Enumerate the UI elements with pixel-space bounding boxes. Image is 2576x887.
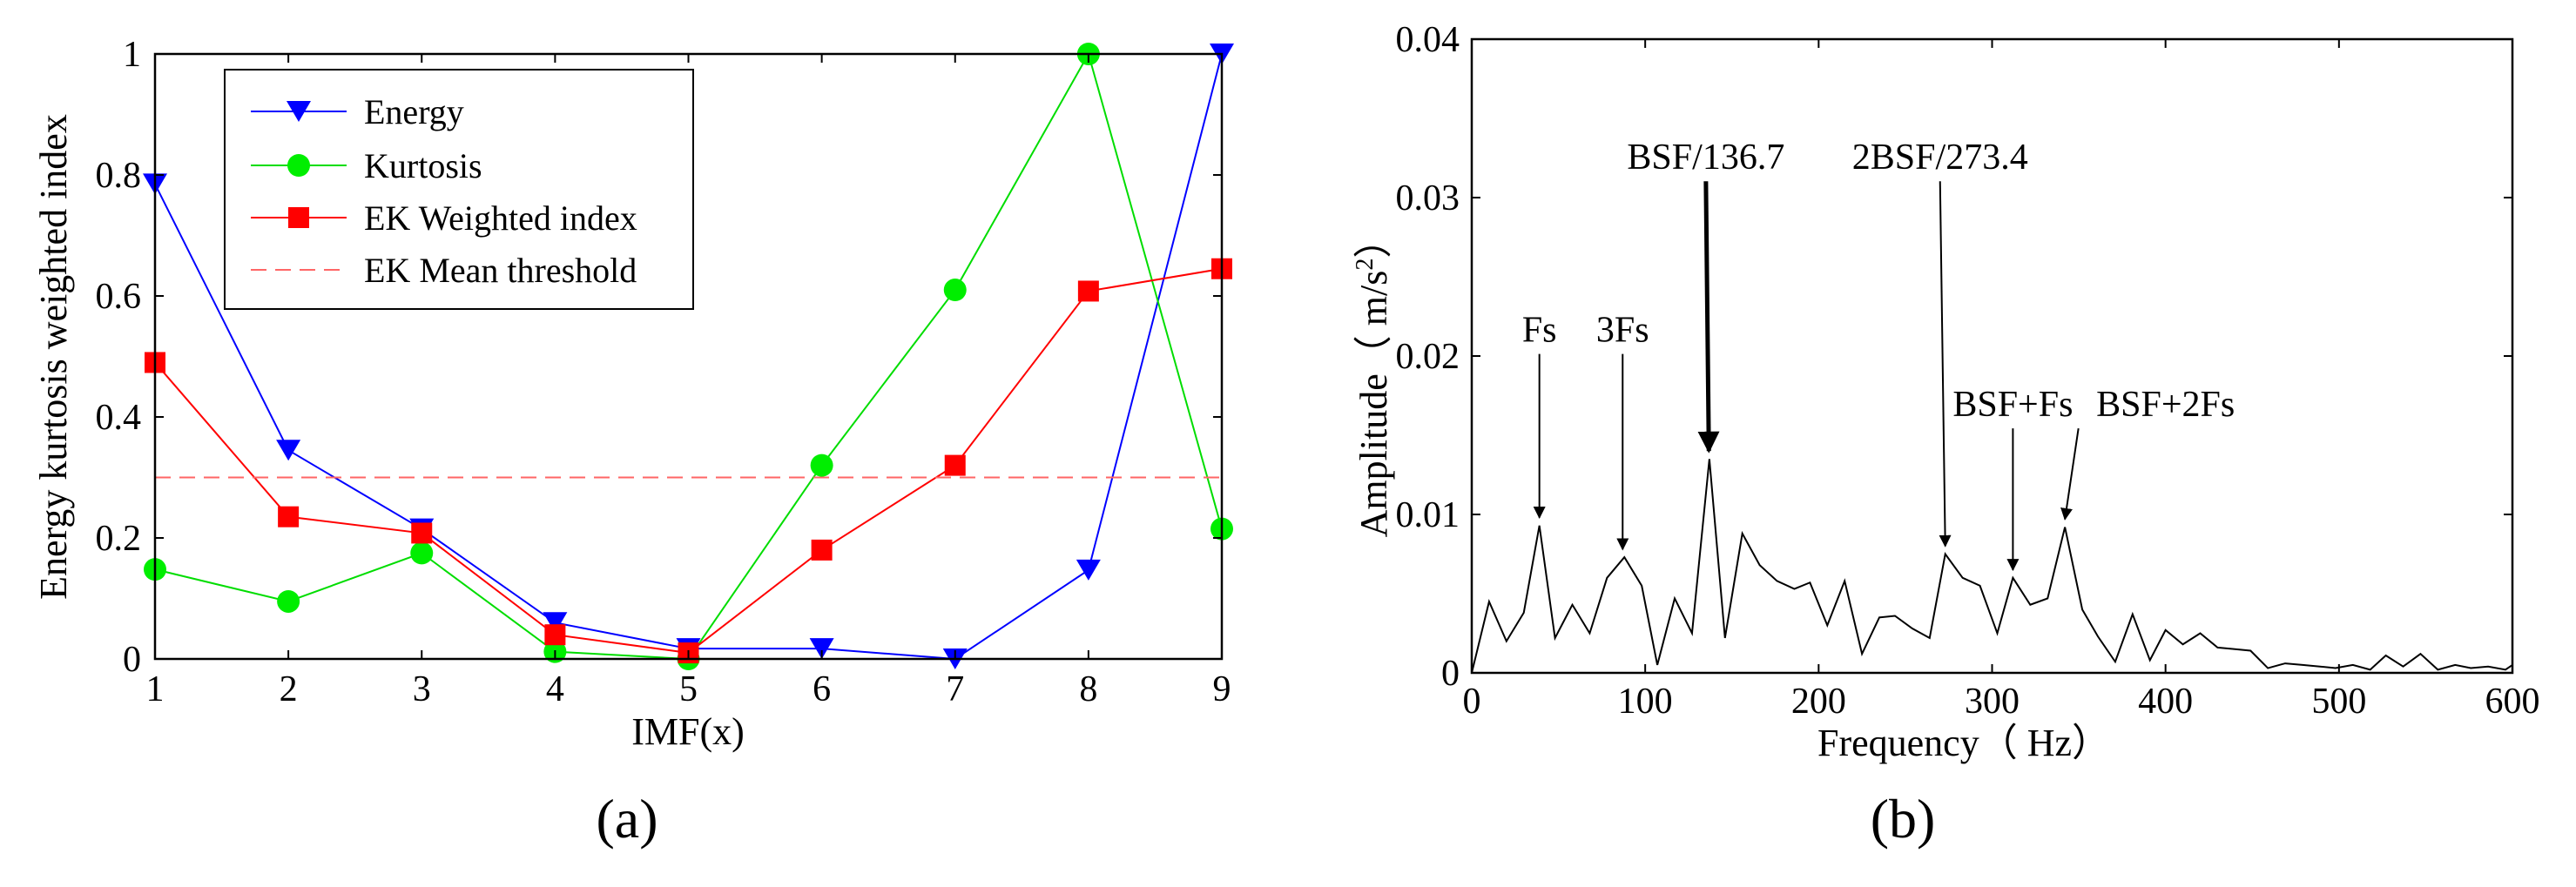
x-tick-label: 7 xyxy=(946,669,964,709)
y-tick-label: 0 xyxy=(1441,654,1460,694)
data-point-kurtosis xyxy=(277,589,300,613)
data-point-kurtosis xyxy=(810,454,833,477)
spectrum-line xyxy=(1471,459,2513,674)
panel-a-label: (a) xyxy=(596,788,657,850)
annotation-2bsf-273-4-label: 2BSF/273.4 xyxy=(1852,138,2028,178)
y-tick-label: 0 xyxy=(123,640,141,680)
x-tick-label: 0 xyxy=(1463,682,1481,722)
legend-label-energy: Energy xyxy=(364,92,464,131)
x-tick-label: 100 xyxy=(1618,682,1673,722)
y-tick-label: 0.03 xyxy=(1396,178,1460,218)
panel-b-series-lines xyxy=(1471,459,2513,674)
panel-a-y-axis-label: Energy kurtosis weighted index xyxy=(32,114,75,600)
annotation-fs-label: Fs xyxy=(1522,311,1557,351)
y-tick-label: 0.8 xyxy=(96,156,142,196)
data-point-ek-weighted-index xyxy=(811,539,833,561)
annotation-bsf-136-7-label: BSF/136.7 xyxy=(1627,138,1784,178)
data-point-kurtosis xyxy=(410,541,434,565)
legend-label-ek-weighted-index: EK Weighted index xyxy=(364,198,637,238)
panel-b-annotations: Fs 3Fs BSF/136.7 2BSF/273.4 BSF+Fs BSF+2Fs xyxy=(1522,138,2235,572)
y-tick-label: 0.4 xyxy=(96,398,142,438)
legend-marker-ek-weighted-index xyxy=(288,207,309,228)
x-tick-label: 8 xyxy=(1079,669,1097,709)
panel-b-y-axis-label: Amplitude（ m/s2） xyxy=(1352,220,1395,538)
series-line-ek-weighted-index xyxy=(154,267,1223,655)
legend-marker-energy xyxy=(287,101,311,122)
x-tick-label: 4 xyxy=(546,669,564,709)
y-tick-label: 1 xyxy=(123,35,141,75)
panel-b-label: (b) xyxy=(1871,788,1936,850)
x-tick-label: 1 xyxy=(146,669,165,709)
x-tick-label: 500 xyxy=(2311,682,2366,722)
panel-b-ticks: 0 100 200 300 400 500 600 0 0.01 0.02 0.03 0.04 xyxy=(1396,20,2540,722)
data-point-ek-weighted-index xyxy=(944,454,966,476)
legend-item-ek-weighted-index: EK Weighted index xyxy=(251,198,637,238)
data-point-ek-weighted-index xyxy=(544,624,566,646)
panel-a-ticks: 1 2 3 4 5 6 7 8 9 0 0.2 0.4 0.6 0.8 1 xyxy=(96,35,1231,709)
y-tick-label: 0.04 xyxy=(1396,20,1460,60)
legend-label-kurtosis: Kurtosis xyxy=(364,146,482,185)
y-tick-label: 0.02 xyxy=(1396,337,1460,377)
data-point-ek-weighted-index xyxy=(278,506,300,527)
panel-b-axes-box xyxy=(1470,37,2514,675)
data-point-energy xyxy=(809,638,834,660)
data-point-ek-weighted-index xyxy=(411,522,433,544)
legend-item-energy: Energy xyxy=(251,92,464,131)
y-label-closing: ） xyxy=(1352,220,1395,259)
x-tick-label: 9 xyxy=(1213,669,1231,709)
data-point-kurtosis xyxy=(943,279,967,302)
x-tick-label: 5 xyxy=(679,669,698,709)
annotation-bsf-2fs-arrow xyxy=(2060,428,2080,521)
legend-item-ek-mean-threshold: EK Mean threshold xyxy=(251,251,637,290)
legend-marker-kurtosis xyxy=(287,154,310,177)
annotation-2bsf-273-4-arrow xyxy=(1939,181,1952,548)
legend-item-kurtosis: Kurtosis xyxy=(251,146,482,185)
y-tick-label: 0.6 xyxy=(96,277,142,317)
annotation-bsf-fs-label: BSF+Fs xyxy=(1952,385,2073,425)
data-point-energy xyxy=(1076,559,1101,581)
chart-panel-a: 1 2 3 4 5 6 7 8 9 0 0.2 0.4 0.6 0.8 1 Energy Kurtosis … xyxy=(32,35,1234,850)
data-point-energy xyxy=(543,612,568,634)
legend-label-ek-mean-threshold: EK Mean threshold xyxy=(364,251,637,290)
panel-a-x-axis-label: IMF(x) xyxy=(631,710,745,753)
annotation-bsf-136-7-arrow xyxy=(1697,181,1720,454)
annotation-bsf-2fs-label: BSF+2Fs xyxy=(2096,385,2235,425)
x-tick-label: 3 xyxy=(413,669,431,709)
data-point-ek-weighted-index xyxy=(1077,280,1099,302)
y-tick-label: 0.2 xyxy=(96,519,142,559)
data-point-energy xyxy=(276,440,301,461)
y-label-superscript: 2 xyxy=(1352,259,1379,271)
x-tick-label: 2 xyxy=(280,669,298,709)
x-tick-label: 400 xyxy=(2138,682,2193,722)
chart-panel-b: 0 100 200 300 400 500 600 0 0.01 0.02 0.03 0.04 Fs 3… xyxy=(1352,20,2540,850)
panel-a-legend: Energy Kurtosis EK Weighted index EK Mea… xyxy=(224,69,694,310)
panel-b-x-axis-label: Frequency（ Hz） xyxy=(1817,722,2110,764)
x-tick-label: 6 xyxy=(813,669,831,709)
x-tick-label: 300 xyxy=(1965,682,2020,722)
y-tick-label: 0.01 xyxy=(1396,495,1460,535)
y-label-main: Amplitude（ m/s xyxy=(1352,271,1395,538)
x-tick-label: 600 xyxy=(2485,682,2540,722)
x-tick-label: 200 xyxy=(1791,682,1846,722)
annotation-3fs-label: 3Fs xyxy=(1596,311,1649,351)
